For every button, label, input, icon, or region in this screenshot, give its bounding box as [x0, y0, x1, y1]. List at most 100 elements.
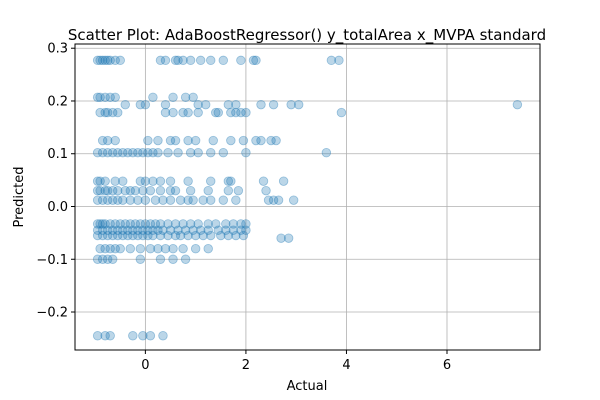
- scatter-point: [203, 219, 213, 229]
- scatter-point: [102, 185, 113, 196]
- y-tick-label: 0.1: [47, 147, 68, 162]
- scatter-point: [258, 176, 269, 186]
- scatter-point: [148, 147, 158, 158]
- scatter-point: [118, 225, 128, 235]
- chart-title: Scatter Plot: AdaBoostRegressor() y_tota…: [68, 26, 546, 45]
- scatter-point: [183, 107, 193, 118]
- scatter-point: [133, 230, 143, 241]
- scatter-point: [158, 225, 168, 235]
- scatter-point: [183, 135, 193, 146]
- scatter-point: [236, 55, 246, 66]
- scatter-point: [130, 185, 141, 196]
- scatter-point: [143, 225, 153, 235]
- scatter-point: [110, 92, 120, 102]
- scatter-point: [102, 147, 113, 158]
- scatter-point: [153, 244, 163, 254]
- scatter-point: [97, 254, 108, 264]
- scatter-point: [148, 92, 158, 102]
- scatter-point: [118, 176, 128, 186]
- scatter-point: [201, 99, 211, 110]
- scatter-point: [236, 225, 246, 235]
- plot-frame: [74, 43, 541, 351]
- scatter-point: [160, 107, 171, 118]
- scatter-point: [100, 55, 110, 66]
- scatter-point: [203, 244, 213, 254]
- scatter-point: [105, 92, 115, 102]
- scatter-point: [105, 219, 115, 229]
- scatter-point: [286, 99, 296, 110]
- scatter-point: [123, 225, 133, 235]
- scatter-point: [226, 107, 236, 118]
- scatter-point: [113, 195, 123, 205]
- scatter-point: [153, 135, 163, 146]
- scatter-point: [92, 92, 103, 102]
- scatter-point: [188, 195, 198, 205]
- y-tick-label: −0.2: [36, 306, 68, 321]
- scatter-point: [133, 225, 143, 235]
- scatter-point: [140, 219, 151, 229]
- scatter-point: [92, 147, 103, 158]
- scatter-point: [110, 219, 120, 229]
- scatter-point: [168, 107, 178, 118]
- scatter-point: [206, 195, 216, 205]
- scatter-point: [95, 92, 105, 102]
- scatter-point: [100, 185, 110, 196]
- scatter-point: [95, 55, 105, 66]
- scatter-point: [188, 225, 198, 235]
- scatter-point: [95, 107, 105, 118]
- scatter-point: [193, 107, 203, 118]
- scatter-point: [95, 185, 105, 196]
- scatter-point: [128, 331, 138, 341]
- scatter-point: [273, 195, 284, 205]
- scatter-point: [115, 244, 125, 254]
- scatter-point: [105, 331, 115, 341]
- scatter-point: [153, 147, 163, 158]
- scatter-point: [100, 219, 110, 229]
- scatter-point: [113, 107, 123, 118]
- scatter-point: [180, 225, 191, 235]
- scatter-point: [138, 185, 148, 196]
- scatter-point: [160, 99, 171, 110]
- scatter-point: [168, 254, 178, 264]
- scatter-point: [173, 55, 183, 66]
- scatter-point: [238, 230, 249, 241]
- scatter-point: [180, 254, 191, 264]
- scatter-point: [113, 225, 123, 235]
- scatter-point: [92, 176, 103, 186]
- scatter-point: [175, 195, 186, 205]
- y-tick-label: 0.3: [47, 42, 68, 57]
- scatter-point: [92, 225, 103, 235]
- scatter-point: [97, 230, 108, 241]
- scatter-point: [336, 107, 347, 118]
- scatter-point: [256, 135, 266, 146]
- scatter-point: [150, 219, 161, 229]
- x-tick-label: 0: [141, 358, 149, 373]
- scatter-point: [155, 185, 166, 196]
- scatter-point: [163, 219, 173, 229]
- scatter-point: [321, 147, 332, 158]
- scatter-point: [276, 233, 286, 243]
- y-tick-label: 0.2: [47, 94, 68, 109]
- scatter-point: [150, 195, 161, 205]
- scatter-point: [125, 195, 135, 205]
- scatter-point: [221, 219, 231, 229]
- scatter-point: [138, 225, 148, 235]
- scatter-point: [145, 331, 156, 341]
- scatter-point: [216, 230, 226, 241]
- data-points: [92, 55, 523, 341]
- scatter-point: [170, 55, 181, 66]
- scatter-point: [183, 230, 193, 241]
- y-axis-label: Predicted: [12, 166, 27, 227]
- scatter-point: [193, 99, 203, 110]
- scatter-point: [92, 230, 103, 241]
- scatter-point: [118, 230, 128, 241]
- scatter-point: [128, 147, 138, 158]
- scatter-point: [175, 230, 186, 241]
- scatter-point: [170, 230, 181, 241]
- scatter-point: [108, 147, 118, 158]
- scatter-point: [198, 230, 208, 241]
- scatter-point: [183, 176, 193, 186]
- scatter-point: [294, 99, 304, 110]
- scatter-point: [97, 55, 108, 66]
